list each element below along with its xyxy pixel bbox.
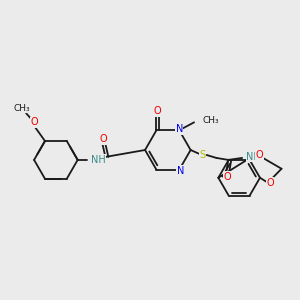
Text: NH: NH (91, 155, 105, 165)
Text: CH₃: CH₃ (202, 116, 219, 125)
Text: CH₃: CH₃ (14, 104, 31, 113)
Text: O: O (224, 172, 231, 182)
Text: O: O (30, 117, 38, 127)
Text: O: O (266, 178, 274, 188)
Text: NH: NH (246, 152, 261, 162)
Text: S: S (200, 150, 206, 160)
Text: N: N (176, 166, 184, 176)
Text: O: O (256, 150, 263, 160)
Text: N: N (176, 124, 183, 134)
Text: O: O (100, 134, 107, 144)
Text: O: O (154, 106, 161, 116)
